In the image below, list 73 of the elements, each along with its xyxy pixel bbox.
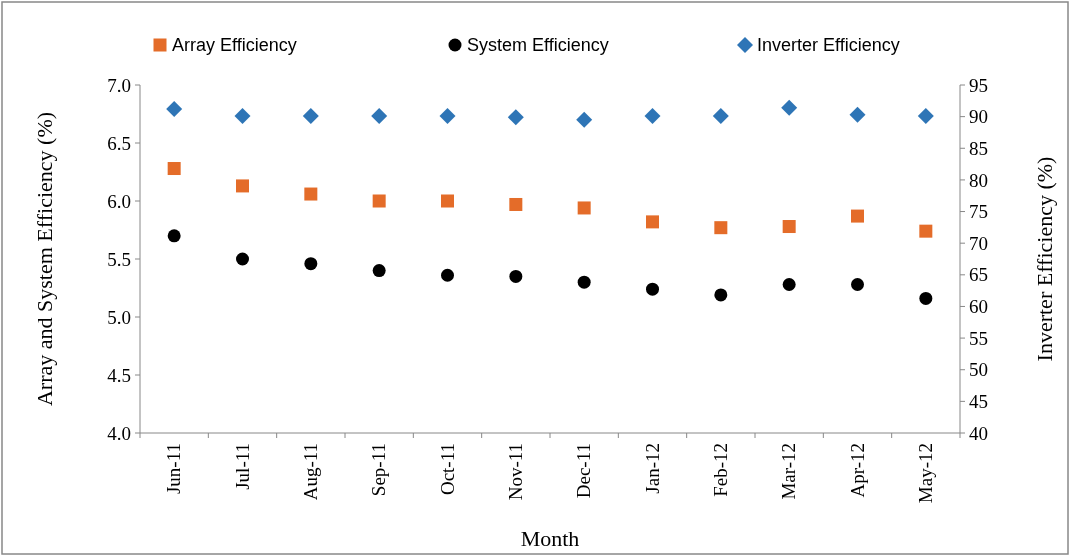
point bbox=[919, 291, 933, 305]
legend-label: System Efficiency bbox=[467, 35, 609, 56]
point bbox=[714, 288, 728, 302]
x-tick-label: Aug-11 bbox=[299, 443, 321, 501]
y2-tick-label: 60 bbox=[969, 296, 988, 318]
point bbox=[236, 252, 249, 266]
point bbox=[646, 215, 659, 229]
point bbox=[849, 106, 866, 123]
point bbox=[782, 220, 796, 234]
y2-tick-label: 95 bbox=[969, 74, 988, 96]
x-tick-label: Apr-12 bbox=[846, 443, 868, 498]
x-tick-label: Oct-11 bbox=[436, 443, 458, 496]
x-tick-label: May-12 bbox=[914, 443, 936, 504]
point bbox=[782, 278, 796, 292]
y2-tick-label: 40 bbox=[969, 422, 988, 444]
point bbox=[644, 108, 661, 124]
point bbox=[646, 282, 659, 296]
point bbox=[236, 179, 249, 193]
point bbox=[167, 229, 181, 243]
y2-tick-label: 55 bbox=[969, 327, 988, 349]
legend-label: Array Efficiency bbox=[172, 35, 297, 56]
point bbox=[372, 194, 386, 208]
point bbox=[372, 264, 386, 278]
point bbox=[576, 111, 593, 128]
legend-label: Inverter Efficiency bbox=[757, 35, 900, 56]
point bbox=[441, 268, 454, 282]
x-axis-title: Month bbox=[520, 526, 580, 551]
point bbox=[577, 275, 591, 289]
y2-tick-label: 85 bbox=[969, 137, 988, 159]
point bbox=[302, 108, 319, 124]
point bbox=[781, 99, 798, 116]
y2-tick-label: 70 bbox=[969, 232, 988, 254]
point bbox=[919, 224, 933, 238]
y2-tick-label: 75 bbox=[969, 201, 988, 223]
x-tick-label: Jul-11 bbox=[231, 443, 253, 490]
point bbox=[712, 108, 729, 124]
point bbox=[439, 108, 456, 124]
point bbox=[714, 221, 728, 235]
x-tick-label: Dec-11 bbox=[573, 443, 595, 499]
y-tick-label: 5.5 bbox=[107, 248, 131, 270]
point bbox=[917, 108, 934, 124]
x-tick-label: Sep-11 bbox=[368, 443, 390, 497]
point bbox=[507, 109, 524, 126]
point bbox=[509, 269, 523, 283]
point bbox=[167, 162, 181, 176]
x-tick-label: Nov-11 bbox=[504, 443, 526, 501]
x-tick-label: Jan-12 bbox=[641, 443, 663, 494]
y2-tick-label: 65 bbox=[969, 264, 988, 286]
point bbox=[166, 101, 183, 118]
point bbox=[577, 201, 591, 215]
point bbox=[234, 108, 251, 124]
y2-axis-title: Inverter Efficiency (%) bbox=[1032, 156, 1057, 362]
y-axis-title: Array and System Efficiency (%) bbox=[32, 111, 57, 407]
x-tick-label: Feb-12 bbox=[709, 443, 731, 497]
y-tick-label: 6.5 bbox=[107, 132, 131, 154]
y-tick-label: 4.5 bbox=[107, 364, 131, 386]
y-tick-label: 5.0 bbox=[107, 306, 131, 328]
y2-tick-label: 50 bbox=[969, 359, 988, 381]
point bbox=[851, 209, 864, 223]
point bbox=[851, 278, 864, 292]
y2-tick-label: 45 bbox=[969, 391, 988, 413]
x-tick-label: Jun-11 bbox=[163, 443, 185, 495]
y2-tick-label: 90 bbox=[969, 106, 988, 128]
y2-tick-label: 80 bbox=[969, 169, 988, 191]
y-tick-label: 6.0 bbox=[107, 190, 131, 212]
x-tick-label: Mar-12 bbox=[778, 443, 800, 500]
y-tick-label: 4.0 bbox=[107, 422, 131, 444]
point bbox=[304, 257, 318, 271]
point bbox=[441, 194, 454, 208]
y-tick-label: 7.0 bbox=[107, 74, 131, 96]
point bbox=[304, 187, 318, 201]
point bbox=[371, 108, 388, 124]
point bbox=[509, 197, 523, 211]
